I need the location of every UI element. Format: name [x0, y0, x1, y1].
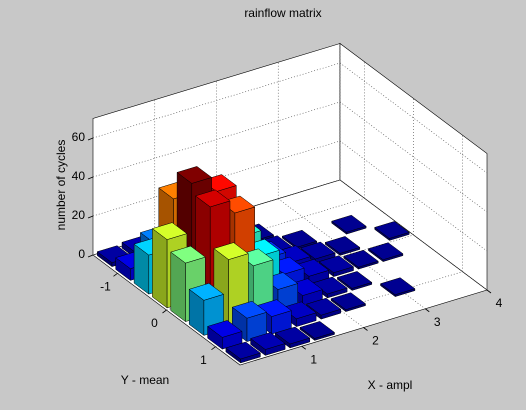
z-tick-label: 40	[72, 169, 86, 183]
x-tick	[363, 327, 368, 331]
bar	[379, 277, 416, 298]
bar-top	[281, 229, 318, 248]
bar	[274, 326, 311, 349]
z-tick-label: 0	[78, 247, 85, 261]
x-tick	[425, 308, 430, 313]
bar-top	[305, 297, 342, 316]
bar-top	[300, 241, 336, 260]
bar	[250, 332, 286, 356]
bar-top	[379, 277, 416, 295]
bar-top	[299, 321, 336, 339]
grid-line	[339, 62, 488, 174]
bar-top	[336, 271, 373, 289]
x-tick-label: 3	[434, 315, 441, 329]
bars	[96, 166, 416, 364]
y-tick	[113, 273, 118, 277]
x-tick-label: 2	[372, 334, 379, 348]
bar	[324, 236, 361, 256]
bar	[336, 271, 373, 291]
y-axis-label: Y - mean	[121, 373, 169, 387]
bar	[343, 249, 379, 270]
bar-top	[225, 341, 261, 360]
bar-top	[374, 221, 410, 239]
z-tick	[87, 254, 94, 258]
bar	[299, 321, 336, 341]
x-tick	[486, 289, 492, 294]
grid-line	[339, 101, 488, 213]
y-tick-label: 0	[151, 316, 158, 330]
bar-top	[367, 242, 404, 260]
bar-top	[151, 222, 188, 240]
bar-top	[331, 214, 367, 233]
bar-top	[231, 300, 268, 319]
bar-top	[170, 245, 206, 264]
bar-top	[343, 249, 379, 268]
x-tick	[301, 345, 306, 350]
bar	[330, 292, 367, 313]
bar	[331, 214, 367, 235]
bar-top	[188, 283, 225, 301]
x-axis-label: X - ampl	[368, 378, 413, 392]
y-tick-label: -1	[100, 280, 111, 294]
z-tick	[87, 137, 94, 141]
bar-top	[194, 189, 231, 208]
y-tick-label: 1	[200, 353, 207, 367]
bar-top	[213, 242, 249, 260]
x-tick-label: 1	[310, 352, 317, 366]
bar-top	[176, 166, 213, 184]
bar-top	[330, 292, 367, 310]
z-tick-label: 20	[72, 208, 86, 222]
bar-top	[207, 320, 243, 338]
bar	[225, 341, 261, 364]
bar	[281, 229, 318, 250]
y-tick	[162, 309, 167, 314]
z-tick	[87, 176, 94, 180]
bar-side	[170, 251, 186, 323]
y-tick	[211, 346, 216, 350]
bar-top	[250, 332, 286, 350]
bar-side	[152, 228, 168, 309]
z-axis-label: number of cycles	[54, 140, 68, 231]
bar-top	[274, 326, 311, 345]
chart-title: rainflow matrix	[244, 6, 321, 20]
z-tick	[87, 215, 94, 219]
bar-top	[324, 236, 361, 254]
x-tick-label: 4	[496, 296, 503, 310]
z-tick-label: 60	[72, 130, 86, 144]
bar-top	[318, 255, 355, 273]
bar	[367, 242, 404, 263]
bar	[374, 221, 410, 241]
